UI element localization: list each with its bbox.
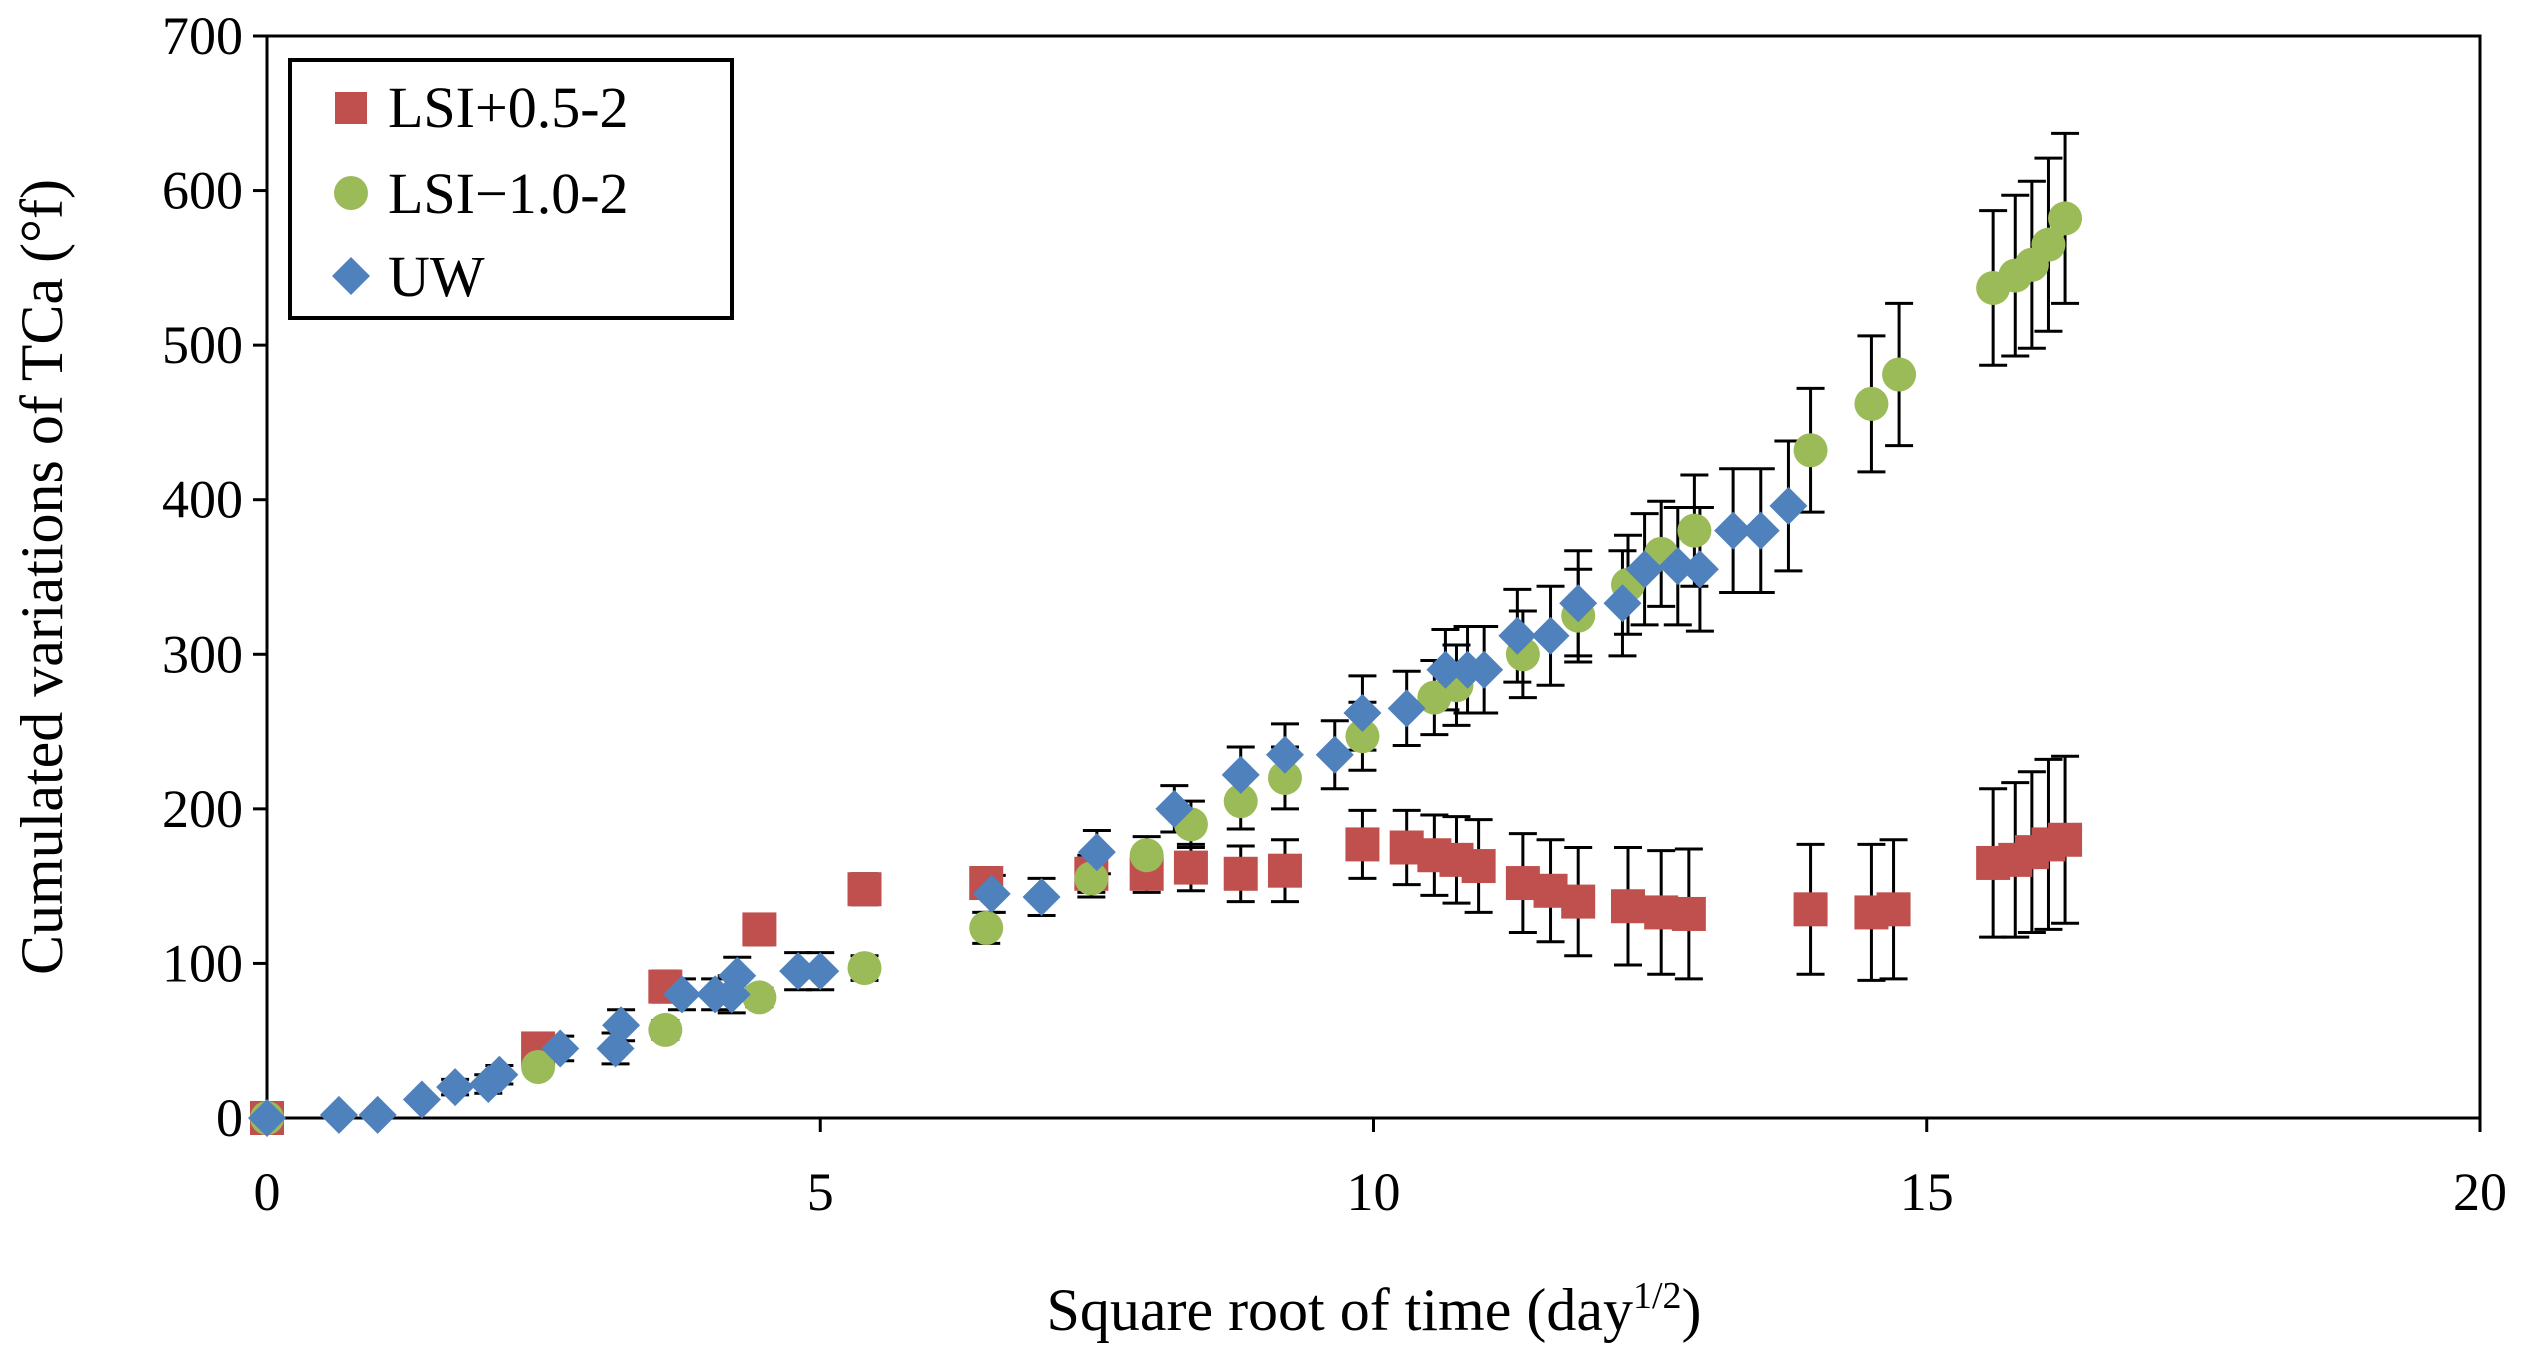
point-lsi-1-0-2 (2048, 201, 2083, 236)
x-axis-ticks: 0 5 10 15 20 (254, 1118, 2507, 1222)
point-lsi-0-5-2 (1876, 892, 1911, 927)
point-lsi-0-5-2 (2048, 822, 2083, 857)
point-uw (662, 975, 701, 1014)
point-lsi-0-5-2 (1267, 853, 1302, 888)
point-uw (402, 1080, 441, 1119)
point-uw (1559, 584, 1598, 623)
x-tick-label: 5 (807, 1162, 834, 1222)
point-uw (602, 1006, 641, 1045)
point-lsi-1-0-2 (1882, 357, 1917, 392)
point-uw (801, 952, 840, 991)
legend-marker-lsi-minus (334, 176, 368, 210)
point-uw (436, 1068, 475, 1107)
point-uw (1426, 650, 1465, 689)
y-tick-label: 300 (162, 624, 243, 684)
point-uw (1465, 650, 1504, 689)
point-uw (1221, 755, 1260, 794)
point-uw (1625, 550, 1664, 589)
point-uw (1603, 584, 1642, 623)
legend-marker-uw (332, 257, 370, 295)
point-uw (718, 956, 757, 995)
point-lsi-0-5-2 (1461, 849, 1496, 884)
point-lsi-0-5-2 (1173, 850, 1208, 885)
point-uw (1387, 689, 1426, 728)
x-tick-label: 15 (1900, 1162, 1954, 1222)
point-lsi-1-0-2 (1677, 513, 1712, 548)
point-uw (1155, 789, 1194, 828)
legend-label-lsi-plus: LSI+0.5-2 (388, 75, 629, 140)
point-lsi-0-5-2 (1345, 827, 1380, 862)
y-tick-label: 100 (162, 933, 243, 993)
point-lsi-0-5-2 (1671, 896, 1706, 931)
point-lsi-1-0-2 (1129, 838, 1164, 873)
y-tick-label: 700 (162, 6, 243, 66)
point-uw (1265, 735, 1304, 774)
point-lsi-1-0-2 (521, 1049, 556, 1084)
point-lsi-0-5-2 (1223, 856, 1258, 891)
point-uw (1077, 833, 1116, 872)
point-lsi-1-0-2 (1793, 433, 1828, 468)
point-uw (1498, 616, 1537, 655)
point-lsi-0-5-2 (742, 912, 777, 947)
legend: LSI+0.5-2 LSI−1.0-2 UW (288, 58, 734, 320)
point-lsi-0-5-2 (1610, 889, 1645, 924)
point-uw (1680, 550, 1719, 589)
point-uw (1714, 511, 1753, 550)
y-tick-label: 500 (162, 315, 243, 375)
point-lsi-1-0-2 (1854, 386, 1889, 421)
y-axis-title: Cumulated variations of TCa (°f) (9, 179, 75, 975)
legend-marker-lsi-plus (335, 92, 367, 124)
x-tick-label: 20 (2453, 1162, 2507, 1222)
y-tick-label: 600 (162, 161, 243, 221)
point-lsi-0-5-2 (1561, 884, 1596, 919)
point-uw (1343, 694, 1382, 733)
y-tick-label: 200 (162, 779, 243, 839)
y-tick-label: 400 (162, 470, 243, 530)
point-uw (1741, 511, 1780, 550)
point-uw (480, 1055, 519, 1094)
data-marks (248, 201, 2083, 1137)
point-uw (972, 874, 1011, 913)
point-lsi-1-0-2 (1345, 719, 1380, 754)
x-tick-label: 10 (1347, 1162, 1401, 1222)
point-uw (1315, 735, 1354, 774)
point-uw (358, 1095, 397, 1134)
point-lsi-1-0-2 (969, 910, 1004, 945)
point-uw (1022, 877, 1061, 916)
point-uw (1531, 616, 1570, 655)
point-uw (1769, 486, 1808, 525)
point-uw (541, 1029, 580, 1068)
point-lsi-1-0-2 (648, 1012, 683, 1047)
point-lsi-1-0-2 (2031, 227, 2066, 262)
point-uw (319, 1095, 358, 1134)
legend-label-uw: UW (388, 244, 485, 309)
y-axis-ticks: 0 100 200 300 400 500 600 700 (162, 6, 267, 1148)
point-lsi-1-0-2 (847, 951, 882, 986)
x-tick-label: 0 (254, 1162, 281, 1222)
point-lsi-1-0-2 (1074, 861, 1109, 896)
point-lsi-1-0-2 (1223, 784, 1258, 819)
point-uw (1658, 547, 1697, 586)
point-lsi-0-5-2 (1793, 892, 1828, 927)
point-lsi-1-0-2 (1267, 760, 1302, 795)
point-lsi-1-0-2 (742, 980, 777, 1015)
point-lsi-0-5-2 (847, 872, 882, 907)
point-uw (779, 952, 818, 991)
legend-label-lsi-minus: LSI−1.0-2 (388, 161, 629, 226)
y-tick-label: 0 (216, 1088, 243, 1148)
x-axis-title: Square root of time (day1/2) (1046, 1275, 1701, 1343)
point-uw (248, 1099, 286, 1137)
